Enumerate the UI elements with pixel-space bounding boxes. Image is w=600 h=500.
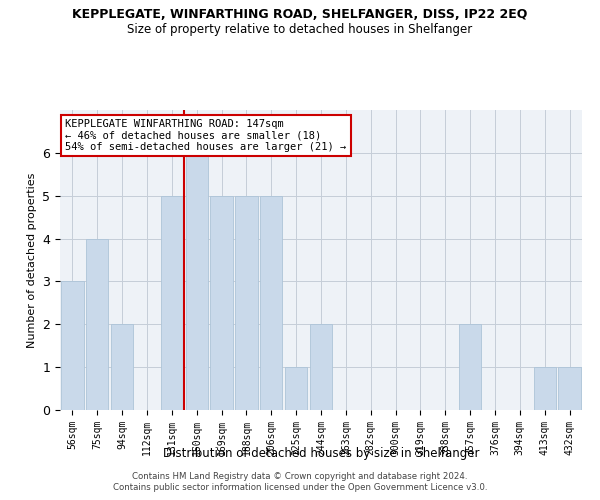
Y-axis label: Number of detached properties: Number of detached properties	[27, 172, 37, 348]
Text: Distribution of detached houses by size in Shelfanger: Distribution of detached houses by size …	[163, 448, 479, 460]
Bar	[61, 282, 83, 410]
Bar	[185, 153, 208, 410]
Text: Contains public sector information licensed under the Open Government Licence v3: Contains public sector information licen…	[113, 484, 487, 492]
Bar	[211, 196, 233, 410]
Bar	[86, 238, 109, 410]
Text: KEPPLEGATE WINFARTHING ROAD: 147sqm
← 46% of detached houses are smaller (18)
54: KEPPLEGATE WINFARTHING ROAD: 147sqm ← 46…	[65, 119, 346, 152]
Text: KEPPLEGATE, WINFARTHING ROAD, SHELFANGER, DISS, IP22 2EQ: KEPPLEGATE, WINFARTHING ROAD, SHELFANGER…	[73, 8, 527, 20]
Bar	[285, 367, 307, 410]
Bar	[111, 324, 133, 410]
Text: Contains HM Land Registry data © Crown copyright and database right 2024.: Contains HM Land Registry data © Crown c…	[132, 472, 468, 481]
Text: Size of property relative to detached houses in Shelfanger: Size of property relative to detached ho…	[127, 22, 473, 36]
Bar	[559, 367, 581, 410]
Bar	[533, 367, 556, 410]
Bar	[161, 196, 183, 410]
Bar	[310, 324, 332, 410]
Bar	[235, 196, 257, 410]
Bar	[260, 196, 283, 410]
Bar	[459, 324, 481, 410]
